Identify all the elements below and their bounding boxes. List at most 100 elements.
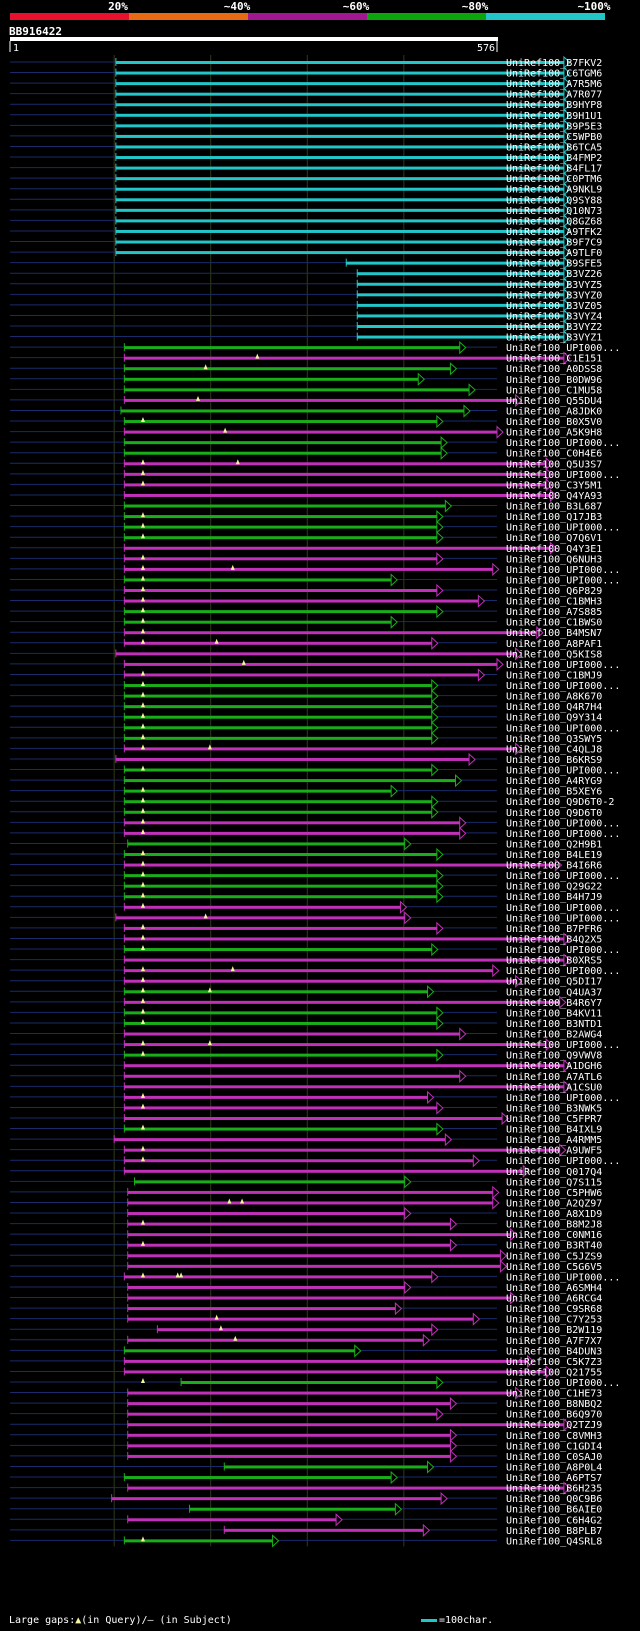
hit-arrow (436, 1006, 444, 1020)
hit-bar (124, 578, 392, 582)
hit-arrow (436, 604, 444, 619)
hit-label: UniRef100_B4MSN7 (506, 628, 602, 639)
hit-bar (127, 1402, 451, 1406)
hit-bar (127, 1296, 511, 1300)
hit-arrow (436, 879, 444, 893)
query-gap-icon: ▲ (75, 1615, 82, 1626)
hit-bar (127, 1412, 437, 1416)
hit-arrow (436, 921, 444, 936)
hit-arrow (436, 1101, 444, 1115)
hit-bar (127, 1486, 564, 1490)
hit-bar (124, 1043, 547, 1047)
hit-bar (124, 948, 432, 952)
query-gap-marker (140, 417, 145, 423)
hit-label: UniRef100_B3VYZ4 (506, 311, 602, 322)
hit-bar (124, 620, 392, 624)
hit-label: UniRef100_B5XEY6 (506, 787, 602, 798)
query-name: BB916422 (9, 25, 62, 38)
hit-label: UniRef100_UPI000... (506, 575, 620, 586)
query-gap-marker (140, 902, 145, 908)
hit-bar (189, 1507, 396, 1511)
color-scale-segment (367, 13, 486, 20)
hit-bar (114, 1138, 446, 1142)
hit-label: UniRef100_UPI000... (506, 1272, 620, 1283)
hit-label: UniRef100_C5JZS9 (506, 1251, 602, 1262)
hit-bar (124, 821, 460, 825)
legend: Large gaps:▲(in Query)/– (in Subject) =1… (0, 1614, 640, 1630)
hit-label: UniRef100_Q9SY88 (506, 195, 602, 206)
hit-label: UniRef100_C1HE73 (506, 1389, 602, 1400)
hit-arrow (431, 636, 439, 650)
hit-arrow (563, 76, 571, 91)
hit-bar (346, 261, 564, 265)
hit-label: UniRef100_Q10N73 (506, 206, 602, 217)
hit-bar (127, 842, 405, 846)
hit-bar (124, 726, 432, 730)
hit-bar (357, 335, 564, 339)
query-gap-marker (140, 586, 145, 591)
color-scale-segment (486, 13, 605, 20)
query-gap-marker (233, 1335, 238, 1341)
hit-bar (124, 1127, 437, 1131)
hit-arrow (272, 1534, 280, 1548)
hit-arrow (444, 1132, 453, 1147)
hit-bar (127, 1307, 396, 1311)
hit-bar (124, 536, 437, 540)
hit-arrow (440, 436, 448, 450)
hit-label: UniRef100_B9P5E3 (506, 121, 602, 132)
query-gap-marker (203, 913, 208, 919)
hit-bar (115, 61, 564, 64)
hit-bar (124, 1275, 432, 1279)
hit-bar (124, 863, 556, 867)
hit-bar (127, 1264, 501, 1268)
hit-label: UniRef100_B7PFR6 (506, 924, 602, 935)
hit-arrow (335, 1513, 343, 1527)
hit-label: UniRef100_B0X5V0 (506, 417, 602, 428)
hit-arrow (563, 119, 571, 133)
hit-bar (115, 251, 564, 255)
hit-label: UniRef100_A8X1D9 (506, 1209, 602, 1220)
hit-arrow (422, 1523, 431, 1537)
hit-bar (127, 1243, 451, 1247)
hit-bar (127, 1254, 501, 1258)
hit-arrow (440, 446, 448, 460)
hit-arrow (545, 457, 553, 471)
hit-label: UniRef100_B0XRS5 (506, 956, 602, 967)
query-gap-marker (140, 681, 145, 687)
in-query-label: (in Query)/ (81, 1615, 148, 1626)
hit-bar (115, 124, 564, 128)
hit-bar (127, 1518, 337, 1522)
hit-bar (357, 282, 564, 286)
hit-arrow (492, 1185, 500, 1200)
query-gap-marker (140, 554, 145, 560)
hit-label: UniRef100_UPI000... (506, 1093, 620, 1104)
query-gap-marker (140, 828, 145, 834)
hit-bar (124, 1074, 460, 1078)
hit-arrow (526, 1354, 535, 1369)
hit-bar (124, 715, 432, 719)
hit-arrow (499, 1259, 508, 1273)
hit-label: UniRef100_B9HYP8 (506, 100, 602, 111)
query-gap-marker (140, 733, 145, 739)
hit-bar (115, 240, 564, 244)
hit-arrow (436, 552, 444, 566)
query-gap-marker (140, 628, 145, 634)
hit-label: UniRef100_C1BMJ9 (506, 670, 602, 681)
query-gap-marker (140, 702, 145, 708)
hit-label: UniRef100_A8K670 (506, 692, 602, 703)
scale-bar-icon (421, 1618, 437, 1622)
hit-arrow (454, 773, 463, 788)
hit-label: UniRef100_C1BWS0 (506, 618, 602, 629)
hit-label: UniRef100_A6SMH4 (506, 1283, 602, 1294)
hit-label: UniRef100_Q6NUH3 (506, 554, 602, 565)
hit-label: UniRef100_A7F7X7 (506, 1336, 602, 1347)
hit-label: UniRef100_A7R5M6 (506, 79, 602, 90)
hit-label: UniRef100_UPI000... (506, 871, 620, 882)
query-gap-marker (140, 1378, 145, 1383)
hit-arrow (563, 1059, 571, 1073)
hit-label: UniRef100_Q5DI17 (506, 977, 602, 988)
hit-arrow (563, 1080, 571, 1094)
hit-arrow (545, 1365, 553, 1379)
hit-label: UniRef100_C6H4G2 (506, 1515, 602, 1526)
hit-arrow (436, 1375, 444, 1390)
